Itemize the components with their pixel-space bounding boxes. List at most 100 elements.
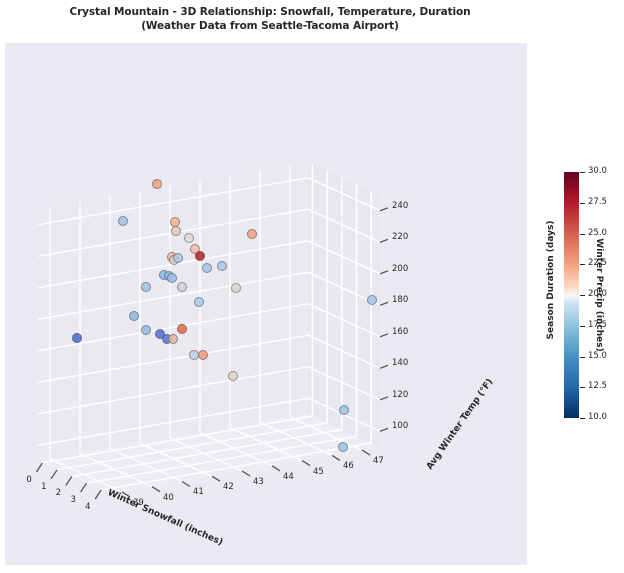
- scatter-point: [366, 294, 378, 306]
- colorbar-tick-label: 22.5: [588, 258, 607, 269]
- grid-line: [379, 427, 389, 432]
- grid-line: [37, 303, 309, 352]
- grid-line: [109, 447, 183, 483]
- colorbar-tick-label: 10.0: [588, 412, 607, 422]
- colorbar-tick-label: 17.5: [588, 319, 607, 330]
- colorbar-tick-label: 12.5: [588, 381, 607, 392]
- axes-3d-panes: [35, 162, 389, 500]
- scatter-point: [176, 323, 188, 335]
- z-tick-label: 200: [392, 263, 409, 274]
- scatter-point: [151, 178, 163, 190]
- scatter-point: [170, 225, 182, 237]
- grid-line: [71, 428, 342, 478]
- grid-line: [307, 334, 381, 369]
- grid-line: [181, 480, 191, 488]
- grid-line: [379, 238, 389, 243]
- colorbar-tickmark: [580, 172, 585, 173]
- y-tick-label: 42: [223, 482, 234, 493]
- z-tick-label: 160: [392, 326, 409, 337]
- colorbar-tick-label: 15.0: [588, 350, 607, 361]
- scatter-point: [216, 260, 228, 272]
- grid-line: [289, 416, 363, 451]
- y-tick-label: 44: [283, 471, 294, 482]
- grid-line: [379, 333, 389, 338]
- chart-title: Crystal Mountain - 3D Relationship: Snow…: [0, 5, 540, 33]
- colorbar-tickmark: [580, 202, 585, 204]
- grid-line: [379, 301, 389, 306]
- colorbar-label: Winter Precip (inches): [594, 238, 604, 352]
- y-tick-label: 41: [193, 487, 204, 498]
- y-tick-label: 40: [163, 492, 174, 503]
- pane-face: [38, 162, 308, 461]
- y-tick-label: 45: [313, 466, 324, 477]
- scatter-point: [230, 282, 242, 294]
- scatter-point: [172, 252, 184, 264]
- x-tick-label: 3: [70, 495, 76, 506]
- grid-line: [121, 491, 131, 498]
- colorbar-tickmark: [580, 325, 585, 327]
- scatter-point: [337, 441, 349, 453]
- grid-line: [229, 426, 303, 462]
- grid-line: [361, 449, 371, 456]
- z-axis-label: Season Duration (days): [546, 220, 556, 340]
- scatter-point: [338, 404, 350, 416]
- grid-line: [307, 177, 381, 212]
- grid-line: [307, 303, 381, 338]
- grid-line: [307, 366, 381, 401]
- grid-line: [139, 442, 213, 477]
- grid-line: [379, 207, 389, 212]
- grid-line: [37, 397, 309, 446]
- grid-line: [37, 177, 309, 226]
- x-tick-label: 4: [85, 501, 91, 512]
- grid-line: [241, 470, 251, 477]
- grid-line: [50, 469, 58, 480]
- grid-line: [49, 458, 123, 493]
- scatter-point: [227, 370, 239, 382]
- x-tick-label: 1: [41, 481, 47, 492]
- scatter-point: [140, 281, 152, 293]
- y-tick-label: 47: [373, 456, 384, 467]
- axis-tickmarks: [35, 207, 389, 500]
- grid-line: [271, 465, 281, 472]
- colorbar-tick-label: 20.0: [588, 289, 607, 299]
- grid-line: [199, 432, 273, 467]
- chart-title-line1: Crystal Mountain - 3D Relationship: Snow…: [69, 6, 471, 18]
- z-tick-label: 100: [392, 421, 409, 432]
- chart-title-line2: (Weather Data from Seattle-Tacoma Airpor…: [141, 20, 399, 32]
- grid-line: [259, 421, 333, 457]
- colorbar-tickmark: [580, 387, 585, 389]
- colorbar-tickmark: [580, 356, 585, 358]
- colorbar-tick-label: 27.5: [588, 196, 607, 207]
- grid-line: [307, 240, 381, 275]
- scatter-point: [183, 232, 195, 244]
- colorbar-tick-label: 25.0: [588, 227, 607, 238]
- scatter-point: [167, 333, 179, 345]
- grid-line: [56, 422, 328, 471]
- y-tick-label: 46: [343, 461, 354, 472]
- scatter-point: [246, 228, 258, 240]
- grid-line: [101, 442, 372, 491]
- colorbar-tickmark: [580, 264, 585, 266]
- pane-floor: [38, 414, 380, 494]
- scatter-point: [197, 349, 209, 361]
- grid-line: [79, 453, 153, 488]
- z-tick-label: 120: [392, 389, 409, 400]
- scatter-point: [193, 296, 205, 308]
- scatter-point: [194, 250, 206, 262]
- scatter-point: [140, 324, 152, 336]
- colorbar-tick-label: 30.0: [588, 166, 607, 176]
- y-tick-label: 43: [253, 477, 264, 488]
- colorbar-tickmark: [580, 295, 585, 296]
- grid-line: [301, 460, 311, 467]
- colorbar-tickmark: [580, 233, 585, 235]
- grid-line: [42, 415, 313, 464]
- grid-line: [86, 435, 357, 484]
- scatter-point: [128, 310, 140, 322]
- colorbar: [564, 172, 579, 418]
- grid-line: [151, 486, 161, 493]
- grid-line: [35, 462, 43, 473]
- grid-line: [37, 271, 309, 320]
- x-tick-label: 0: [26, 475, 32, 486]
- grid-line: [37, 366, 309, 415]
